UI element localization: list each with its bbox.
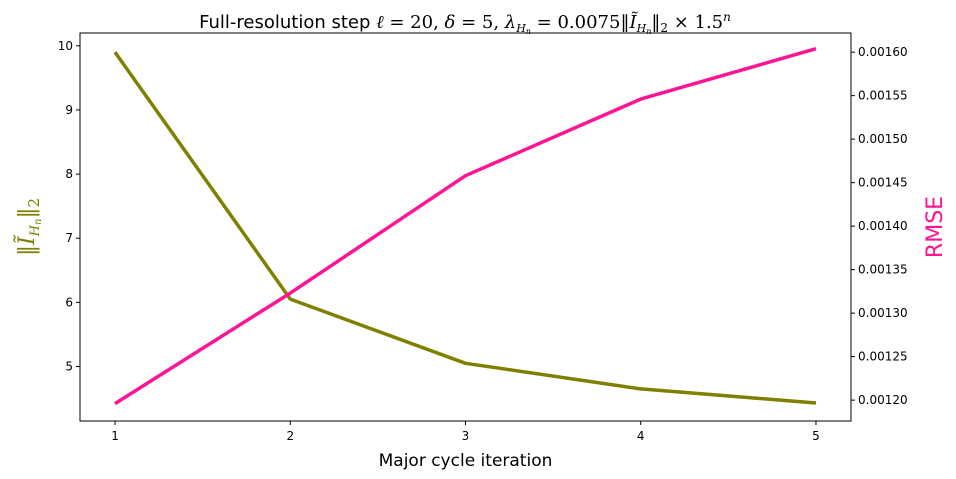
title-lambda: λ — [504, 12, 516, 33]
title-image-sub: H — [636, 22, 647, 35]
series-line-norm — [113, 51, 817, 405]
x-tick-label: 1 — [111, 429, 119, 443]
title-norm-close: ‖ — [651, 12, 660, 33]
y-left-tick-label: 10 — [58, 39, 73, 53]
title-delta: δ — [445, 12, 456, 33]
y-right-tick-label: 0.00155 — [858, 89, 908, 103]
y-axis-label-left: ‖ĨHn‖2 — [12, 198, 44, 256]
y-left-tick-label: 5 — [65, 359, 73, 373]
plot-frame — [79, 32, 852, 422]
x-axis-label: Major cycle iteration — [379, 451, 553, 471]
title-ell-value: = 20, — [384, 12, 445, 33]
y-right-tick-label: 0.00140 — [858, 219, 908, 233]
y-left-open-norm: ‖ — [15, 245, 40, 256]
x-tick-label: 3 — [462, 429, 470, 443]
title-image-subsub: n — [646, 27, 651, 36]
y-right-tick-label: 0.00145 — [858, 176, 908, 190]
y-right-tick-label: 0.00125 — [858, 350, 908, 364]
x-tick-label: 2 — [286, 429, 294, 443]
y-left-norm-index: 2 — [25, 198, 43, 208]
y-right-tick-label: 0.00150 — [858, 132, 908, 146]
title-delta-value: = 5, — [455, 12, 504, 33]
y-right-tick-label: 0.00135 — [858, 263, 908, 277]
series-line-rmse — [114, 47, 817, 406]
x-tick-label: 5 — [812, 429, 820, 443]
y-left-close-norm: ‖ — [15, 208, 40, 219]
title-exponent: n — [723, 10, 731, 24]
title-norm-index: 2 — [660, 21, 668, 35]
title-ell: ℓ — [376, 12, 384, 33]
title-lambda-sub: H — [515, 22, 526, 35]
x-tick-label: 4 — [637, 429, 645, 443]
title-coef: = 0.0075‖ — [531, 12, 630, 33]
y-left-tick-label: 7 — [65, 231, 73, 245]
y-right-tick-label: 0.00120 — [858, 393, 908, 407]
y-right-tick-label: 0.00130 — [858, 306, 908, 320]
y-axis-label-right: RMSE — [923, 196, 948, 258]
y-left-tick-label: 6 — [65, 295, 73, 309]
y-left-sub: H — [28, 224, 43, 237]
y-left-symbol: Ĩ — [12, 234, 40, 246]
title-factor: × 1.5 — [668, 12, 723, 33]
title-image: Ĩ — [628, 11, 638, 33]
title-prefix: Full-resolution step — [199, 12, 376, 33]
y-left-tick-label: 8 — [65, 167, 73, 181]
y-left-subsub: n — [33, 219, 44, 225]
chart-title: Full-resolution step ℓ = 20, δ = 5, λHn … — [199, 10, 731, 36]
title-lambda-subsub: n — [526, 27, 531, 36]
y-right-tick-label: 0.00160 — [858, 45, 908, 59]
y-left-tick-label: 9 — [65, 103, 73, 117]
